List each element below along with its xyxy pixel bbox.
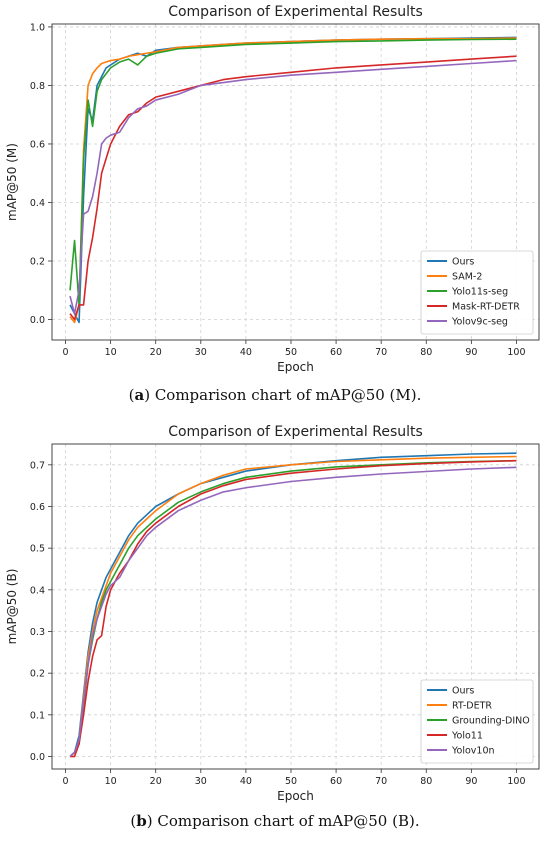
- chart-a-legend-label-3: Yolo11s-seg: [451, 287, 508, 298]
- chart-a-series-4: [69, 55, 517, 321]
- chart-b-legend-label-4: Yolo11: [451, 731, 483, 742]
- chart-b-xtick-label-3: 30: [195, 776, 207, 787]
- chart-b-ytick-label-0: 0.0: [30, 752, 45, 763]
- chart-b-ytick-label-3: 0.3: [30, 627, 45, 638]
- chart-b-ytick-label-4: 0.4: [30, 585, 45, 596]
- chart-a-legend-label-5: Yolov9c-seg: [451, 317, 508, 328]
- chart-b-legend-label-5: Yolov10n: [451, 746, 495, 757]
- chart-b-series-5: [69, 466, 517, 758]
- caption-b: (b) Comparison chart of mAP@50 (B).: [130, 812, 420, 830]
- chart-a-series-2: [69, 37, 517, 324]
- chart-a-ytick-label-1: 0.2: [30, 257, 45, 268]
- chart-a-axes-frame: [51, 23, 540, 341]
- chart-b-ylabel: mAP@50 (B): [5, 569, 19, 645]
- caption-b-label: b: [136, 812, 147, 830]
- chart-b-ytick-label-1: 0.1: [30, 710, 45, 721]
- chart-b-legend-label-1: Ours: [452, 686, 474, 697]
- caption-b-text: Comparison chart of mAP@50 (B).: [157, 812, 420, 830]
- chart-a-xtick-label-10: 100: [507, 347, 525, 358]
- chart-b-ytick-label-5: 0.5: [30, 544, 45, 555]
- chart-a-xtick-label-0: 0: [63, 347, 69, 358]
- chart-b-xtick-label-0: 0: [63, 776, 69, 787]
- caption-a-text: Comparison chart of mAP@50 (M).: [154, 386, 422, 404]
- chart-a-xtick-label-8: 80: [420, 347, 432, 358]
- chart-b-ytick-label-6: 0.6: [30, 502, 45, 513]
- chart-a-xtick-label-1: 10: [105, 347, 117, 358]
- chart-b-xlabel: Epoch: [277, 789, 314, 803]
- chart-b-series-2: [70, 455, 517, 758]
- caption-a: (a) Comparison chart of mAP@50 (M).: [128, 386, 422, 404]
- chart-b-xtick-label-5: 50: [285, 776, 297, 787]
- chart-b-xtick-label-1: 10: [105, 776, 117, 787]
- caption-a-label: a: [134, 386, 145, 404]
- chart-a: Comparison of Experimental Results 0 10 20 3…: [5, 4, 540, 374]
- chart-a-ytick-label-0: 0.0: [30, 315, 45, 326]
- chart-a-xtick-label-5: 50: [285, 347, 297, 358]
- chart-a-xtick-label-6: 60: [330, 347, 342, 358]
- chart-a-series-3: [69, 38, 517, 306]
- chart-a-xtick-label-9: 90: [465, 347, 477, 358]
- figure-a: Comparison of Experimental Results 0 10 20 3…: [0, 0, 550, 420]
- chart-a-xtick-label-4: 40: [240, 347, 252, 358]
- chart-a-legend: [420, 250, 534, 335]
- chart-a-xtick-label-3: 30: [195, 347, 207, 358]
- chart-b-legend-label-3: Grounding-DINO: [452, 716, 530, 727]
- chart-a-ytick-label-5: 1.0: [30, 22, 45, 33]
- chart-b: Comparison of Experimental Results 0 10 20 3…: [5, 424, 540, 803]
- chart-a-legend-label-4: Mask-RT-DETR: [452, 302, 520, 313]
- figure-b: Comparison of Experimental Results 0 10 20 3…: [0, 420, 550, 845]
- chart-b-ytick-label-2: 0.2: [30, 669, 45, 680]
- chart-b-xtick-label-9: 90: [465, 776, 477, 787]
- chart-a-ytick-label-2: 0.4: [30, 198, 45, 209]
- chart-a-ytick-label-4: 0.8: [30, 81, 45, 92]
- chart-a-xlabel: Epoch: [277, 360, 314, 374]
- chart-b-legend-label-2: RT-DETR: [452, 701, 492, 712]
- chart-b-xtick-label-7: 70: [375, 776, 387, 787]
- chart-b-legend: [420, 679, 534, 764]
- chart-b-xtick-label-6: 60: [330, 776, 342, 787]
- chart-a-title: Comparison of Experimental Results: [168, 4, 423, 20]
- chart-b-series-4: [70, 459, 517, 758]
- chart-b-xtick-label-10: 100: [507, 776, 525, 787]
- chart-b-xtick-label-4: 40: [240, 776, 252, 787]
- chart-a-series-5: [69, 59, 517, 315]
- chart-a-legend-label-1: Ours: [452, 257, 474, 268]
- chart-a-xtick-label-2: 20: [150, 347, 162, 358]
- chart-a-ytick-label-3: 0.6: [30, 139, 45, 150]
- chart-b-title: Comparison of Experimental Results: [168, 424, 423, 440]
- chart-a-xtick-label-7: 70: [375, 347, 387, 358]
- chart-b-xtick-label-2: 20: [150, 776, 162, 787]
- chart-a-legend-label-2: SAM-2: [452, 272, 482, 283]
- chart-b-ytick-label-7: 0.7: [30, 460, 45, 471]
- chart-b-xtick-label-8: 80: [420, 776, 432, 787]
- chart-b-axes-frame: [51, 443, 540, 770]
- chart-a-ylabel: mAP@50 (M): [5, 143, 19, 221]
